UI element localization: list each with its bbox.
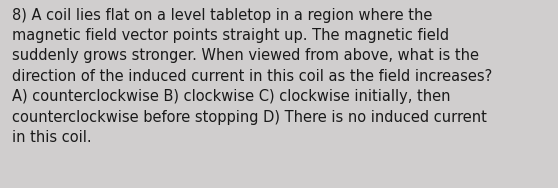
Text: 8) A coil lies flat on a level tabletop in a region where the
magnetic field vec: 8) A coil lies flat on a level tabletop … <box>12 8 493 145</box>
